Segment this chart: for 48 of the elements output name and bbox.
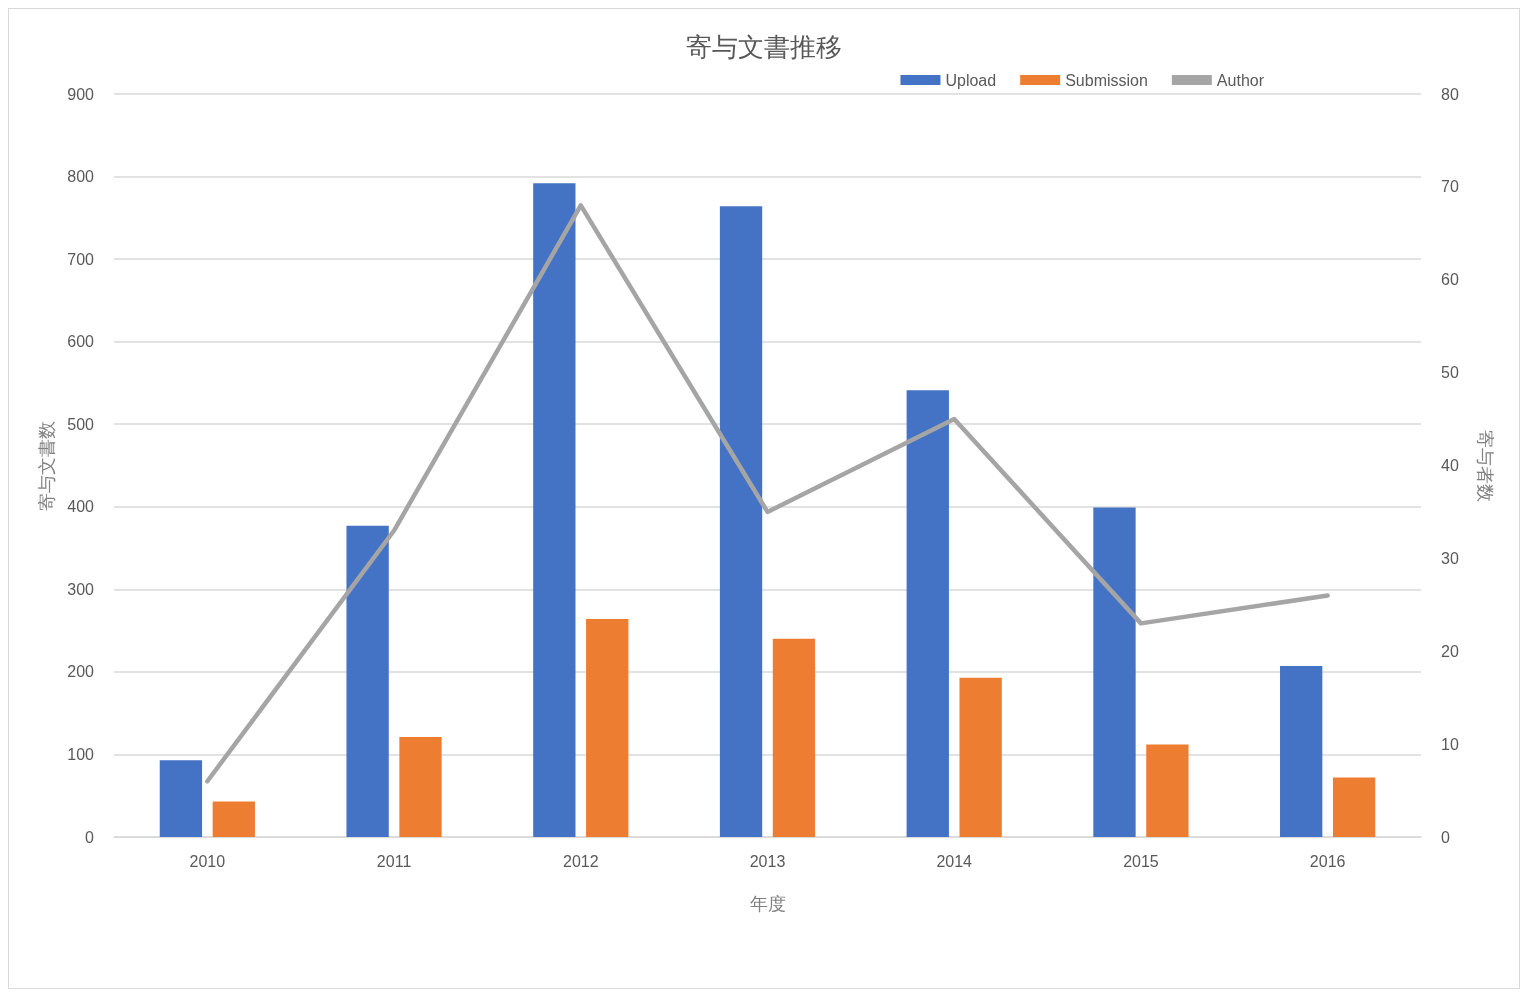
bar	[906, 390, 949, 837]
x-tick-label: 2013	[749, 852, 786, 870]
bar	[1332, 777, 1376, 837]
legend-label: Author	[1216, 71, 1265, 89]
y-tick-label: 700	[67, 250, 95, 268]
x-tick-label: 2010	[189, 852, 226, 870]
y-tick-label: 300	[67, 580, 95, 598]
legend-label: Upload	[945, 71, 997, 89]
bar	[772, 638, 816, 837]
y-axis-title: 寄与文書数	[37, 420, 58, 511]
x-tick-label: 2014	[936, 852, 973, 870]
chart-title: 寄与文書推移	[686, 32, 842, 62]
y-tick-label: 800	[67, 168, 95, 186]
x-tick-label: 2012	[562, 852, 599, 870]
y-tick-label: 400	[67, 498, 95, 516]
y2-tick-label: 50	[1441, 364, 1459, 382]
x-tick-label: 2016	[1309, 852, 1346, 870]
line-series	[205, 203, 1330, 784]
y2-tick-label: 40	[1441, 457, 1459, 474]
bar	[346, 525, 389, 837]
y-tick-label: 0	[85, 828, 95, 846]
x-axis-title: 年度	[749, 894, 786, 914]
bar	[1146, 744, 1189, 837]
y2-axis-title: 寄与者数	[1475, 429, 1495, 502]
y2-tick-label: 60	[1441, 271, 1459, 289]
y2-tick-label: 20	[1441, 642, 1459, 660]
y-tick-label: 100	[67, 745, 95, 763]
bar	[1280, 666, 1323, 837]
bar	[586, 619, 629, 837]
bar	[959, 677, 1002, 837]
y2-tick-label: 30	[1441, 549, 1459, 567]
x-tick-label: 2015	[1123, 852, 1159, 870]
y-tick-label: 600	[67, 333, 95, 351]
y2-tick-label: 70	[1441, 178, 1459, 196]
bar	[719, 206, 763, 837]
bar	[212, 801, 255, 837]
bar	[1093, 507, 1136, 837]
y2-tick-label: 0	[1441, 828, 1450, 846]
y-tick-label: 500	[67, 415, 95, 433]
y2-tick-label: 10	[1441, 735, 1459, 753]
bar	[533, 183, 576, 837]
x-tick-label: 2011	[376, 852, 412, 870]
legend-label: Submission	[1065, 71, 1148, 89]
y-tick-label: 200	[67, 663, 95, 681]
bar	[159, 760, 203, 837]
bar	[399, 737, 442, 837]
y-tick-label: 900	[67, 85, 95, 103]
y2-tick-label: 80	[1441, 85, 1459, 103]
